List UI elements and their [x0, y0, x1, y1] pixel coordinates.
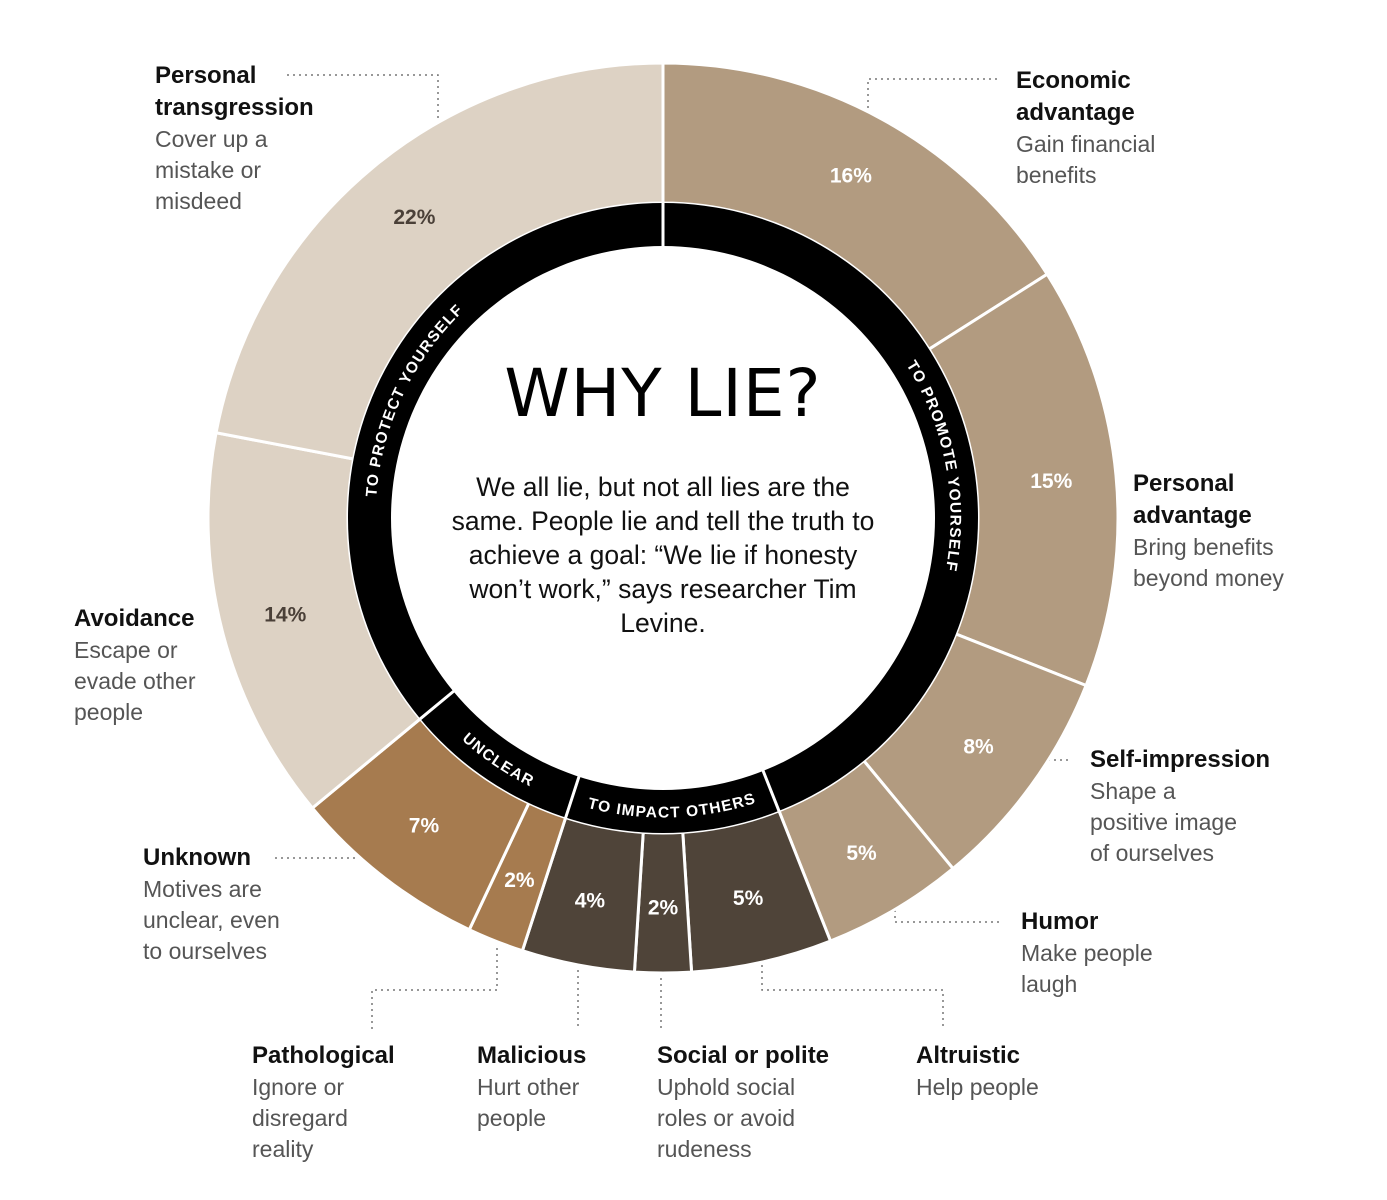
label-title: Humor [1021, 908, 1099, 935]
label-description: Escape or evade other people [74, 637, 196, 725]
label-description: Cover up a mistake or misdeed [155, 126, 268, 214]
value-label-personal-advantage: 15% [1030, 470, 1072, 493]
label-personal-transgression: Personal transgression Cover up a mistak… [155, 60, 314, 217]
value-label-altruistic: 5% [733, 887, 764, 910]
label-humor: Humor Make people laugh [1021, 906, 1153, 1000]
label-title: Malicious [477, 1042, 587, 1069]
label-title: Social or polite [657, 1042, 830, 1069]
value-label-self-impression: 8% [963, 736, 994, 759]
label-title: Avoidance [74, 605, 195, 632]
label-title: Altruistic [916, 1042, 1021, 1069]
value-label-economic-advantage: 16% [830, 165, 872, 188]
slice-value-labels: 16% 15% 8% 5% 5% 2% 4% 2% 7% 14% 22% [264, 165, 1072, 920]
value-label-malicious: 4% [575, 890, 606, 913]
value-label-unknown: 7% [409, 815, 440, 838]
value-label-avoidance: 14% [264, 603, 306, 626]
leader-lines [275, 74, 1072, 1030]
label-pathological: Pathological Ignore or disregard reality [252, 1040, 395, 1165]
leader-transgression [285, 74, 439, 118]
label-description: Ignore or disregard reality [252, 1074, 348, 1162]
chart-title: WHY LIE? [504, 355, 822, 432]
label-description: Help people [916, 1074, 1039, 1100]
value-label-personal-transgression: 22% [393, 206, 435, 229]
label-self-impression: Self-impression Shape a positive image o… [1090, 744, 1270, 869]
label-description: Uphold social roles or avoid rudeness [657, 1074, 796, 1162]
label-malicious: Malicious Hurt other people [477, 1040, 586, 1134]
label-description: Shape a positive image of ourselves [1090, 778, 1238, 866]
category-ring-divider [563, 774, 581, 819]
leader-altruistic [761, 965, 944, 1030]
leader-pathological [371, 948, 498, 1030]
label-economic-advantage: Economic advantage Gain financial benefi… [1016, 65, 1155, 191]
value-label-humor: 5% [846, 842, 877, 865]
label-description: Make people laugh [1021, 940, 1153, 997]
label-avoidance: Avoidance Escape or evade other people [74, 603, 195, 728]
leader-economic [867, 78, 1000, 108]
label-social-or-polite: Social or polite Uphold social roles or … [657, 1040, 829, 1165]
label-description: Bring benefits beyond money [1133, 534, 1284, 591]
label-title: Self-impression [1090, 746, 1271, 773]
label-altruistic: Altruistic Help people [916, 1040, 1039, 1103]
category-ring-divider [418, 688, 456, 721]
label-personal-advantage: Personal advantage Bring benefits beyond… [1133, 468, 1284, 594]
label-title: Economic advantage [1016, 67, 1135, 126]
label-title: Unknown [143, 844, 251, 871]
value-label-pathological: 2% [504, 869, 535, 892]
category-ring-divider [760, 768, 781, 813]
label-title: Personal transgression [155, 62, 314, 121]
label-title: Personal advantage [1133, 470, 1252, 529]
label-unknown: Unknown Motives are unclear, even to our… [143, 842, 280, 967]
leader-humor [894, 910, 1003, 923]
label-title: Pathological [252, 1042, 395, 1069]
label-description: Hurt other people [477, 1074, 580, 1131]
label-description: Gain financial benefits [1016, 131, 1156, 188]
value-label-social-or-polite: 2% [648, 897, 679, 920]
chart-intro-text: We all lie, but not all lies are the sam… [451, 472, 875, 638]
category-ring [347, 202, 978, 833]
label-description: Motives are unclear, even to ourselves [143, 876, 280, 964]
